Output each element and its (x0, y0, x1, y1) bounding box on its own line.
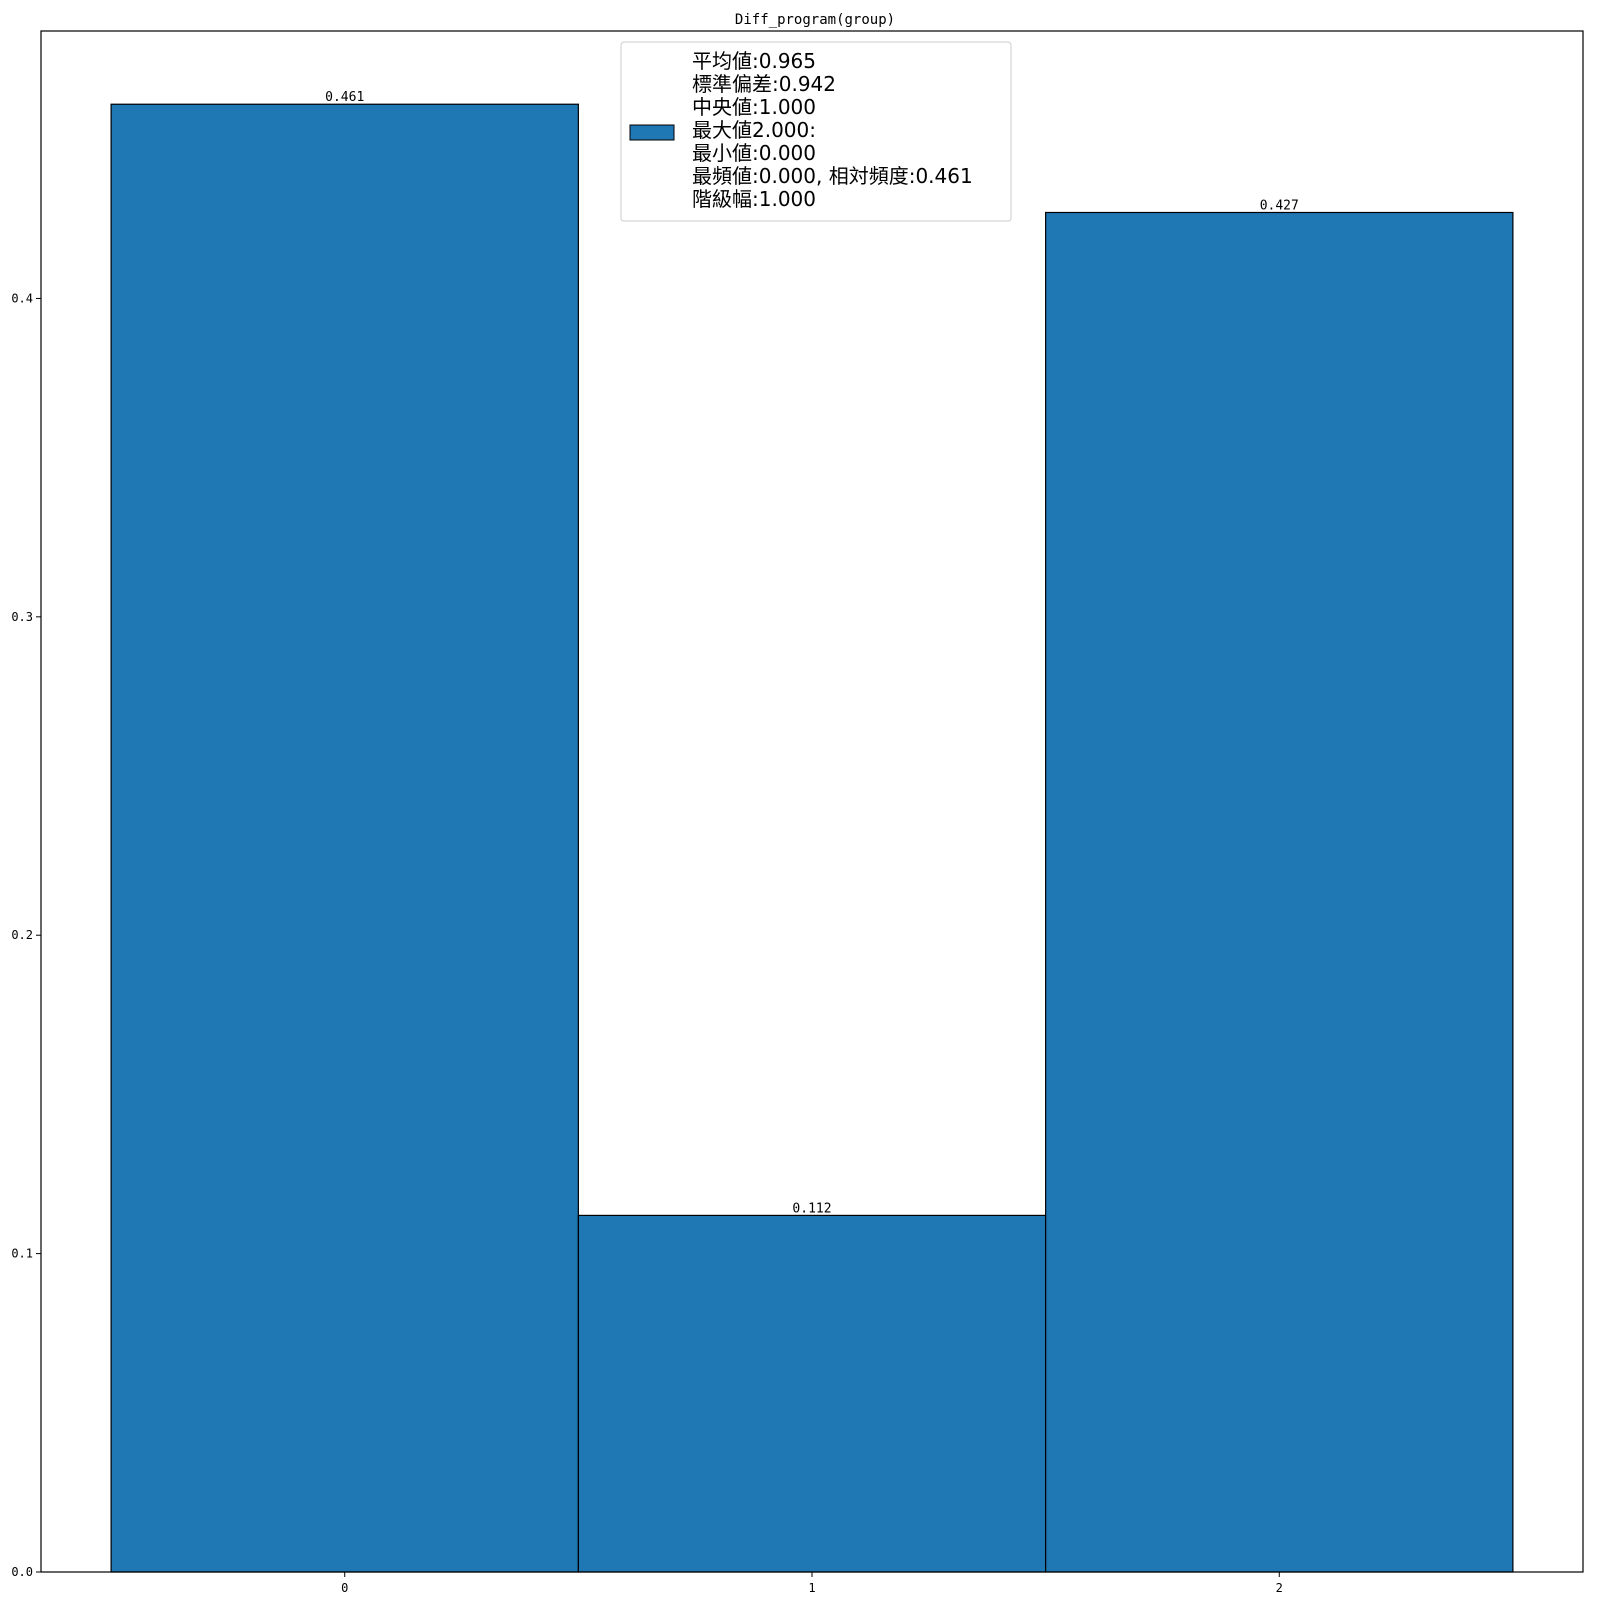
legend-line: 中央値:1.000 (692, 95, 816, 119)
bar-value-label: 0.427 (1260, 198, 1299, 213)
bar-0 (110, 103, 579, 1573)
chart-title: Diff_program(group) (735, 12, 895, 28)
bars-layer (110, 103, 1514, 1573)
data-labels-layer: 0.461 0.112 0.427 (325, 90, 1299, 1216)
legend-line: 階級幅:1.000 (692, 187, 816, 211)
y-axis-ticks: 0.0 0.1 0.2 0.3 0.4 (11, 291, 41, 1579)
y-tick-label: 0.2 (11, 928, 33, 942)
y-tick-label: 0.0 (11, 1565, 33, 1579)
y-tick-label: 0.1 (11, 1247, 33, 1261)
legend-swatch (629, 124, 675, 141)
legend-line: 標準偏差:0.942 (692, 72, 836, 96)
legend-line: 最頻値:0.000, 相対頻度:0.461 (692, 164, 973, 188)
y-tick-label: 0.4 (11, 291, 33, 305)
legend-line: 最小値:0.000 (692, 141, 816, 165)
x-tick-label: 0 (341, 1581, 348, 1595)
x-tick-label: 2 (1276, 1581, 1283, 1595)
bar-value-label: 0.112 (792, 1201, 831, 1216)
bar-2 (1045, 211, 1514, 1573)
legend: 平均値:0.965標準偏差:0.942中央値:1.000最大値2.000:最小値… (620, 41, 1012, 222)
legend-line: 平均値:0.965 (692, 49, 816, 73)
x-axis-ticks: 0 1 2 (341, 1572, 1283, 1595)
legend-lines: 平均値:0.965標準偏差:0.942中央値:1.000最大値2.000:最小値… (692, 49, 973, 211)
y-tick-label: 0.3 (11, 610, 33, 624)
bar-value-label: 0.461 (325, 90, 364, 105)
legend-line: 最大値2.000: (692, 118, 816, 142)
bar-1 (577, 1214, 1047, 1573)
legend-box (620, 41, 1012, 222)
x-tick-label: 1 (808, 1581, 815, 1595)
